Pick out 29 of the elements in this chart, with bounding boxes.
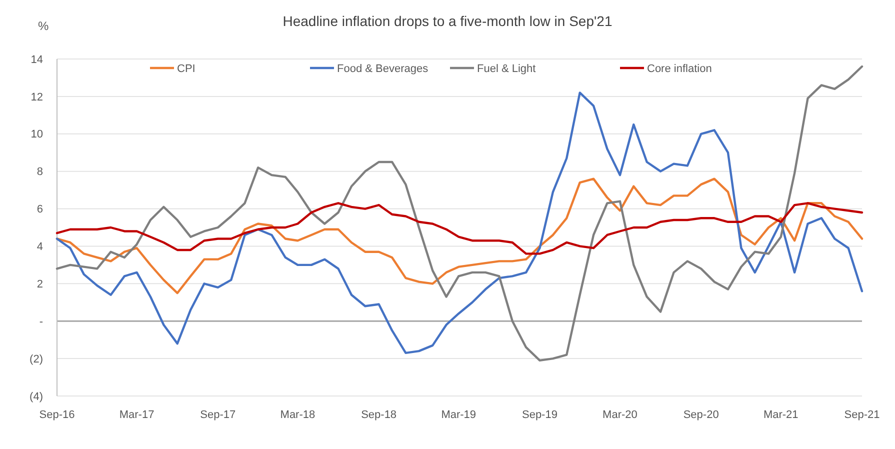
chart-title: Headline inflation drops to a five-month low in Sep'21 <box>282 13 612 29</box>
x-tick-label: Mar-17 <box>119 409 154 421</box>
y-axis-title: % <box>38 19 49 33</box>
legend-label: Food & Beverages <box>337 62 429 75</box>
line-series <box>56 202 864 255</box>
x-tick-label: Sep-19 <box>522 409 558 421</box>
y-tick-label: 6 <box>36 204 43 216</box>
x-tick-label: Sep-17 <box>200 409 236 421</box>
legend-label: Core inflation <box>647 62 712 75</box>
y-tick-label: (2) <box>30 353 43 366</box>
y-tick-label: 4 <box>36 241 43 254</box>
x-tick-label: Sep-20 <box>683 409 719 421</box>
x-tick-label: Sep-18 <box>361 409 397 421</box>
x-tick-label: Mar-19 <box>441 409 476 421</box>
line-series <box>56 178 864 294</box>
y-tick-label: 2 <box>36 278 43 291</box>
y-tick-label: 8 <box>36 166 43 178</box>
x-tick-label: Mar-18 <box>280 409 316 421</box>
y-tick-label: 12 <box>30 91 43 104</box>
x-tick-label: Sep-21 <box>844 409 880 421</box>
x-tick-label: Sep-16 <box>39 409 75 421</box>
x-tick-label: Mar-20 <box>602 409 638 421</box>
y-tick-label: (4) <box>30 390 43 403</box>
y-tick-label: 10 <box>30 128 43 141</box>
y-tick-label: - <box>39 316 44 328</box>
x-tick-label: Mar-21 <box>763 409 798 421</box>
legend-label: CPI <box>177 62 196 75</box>
legend-label: Fuel & Light <box>477 62 536 75</box>
y-tick-label: 14 <box>30 54 43 66</box>
